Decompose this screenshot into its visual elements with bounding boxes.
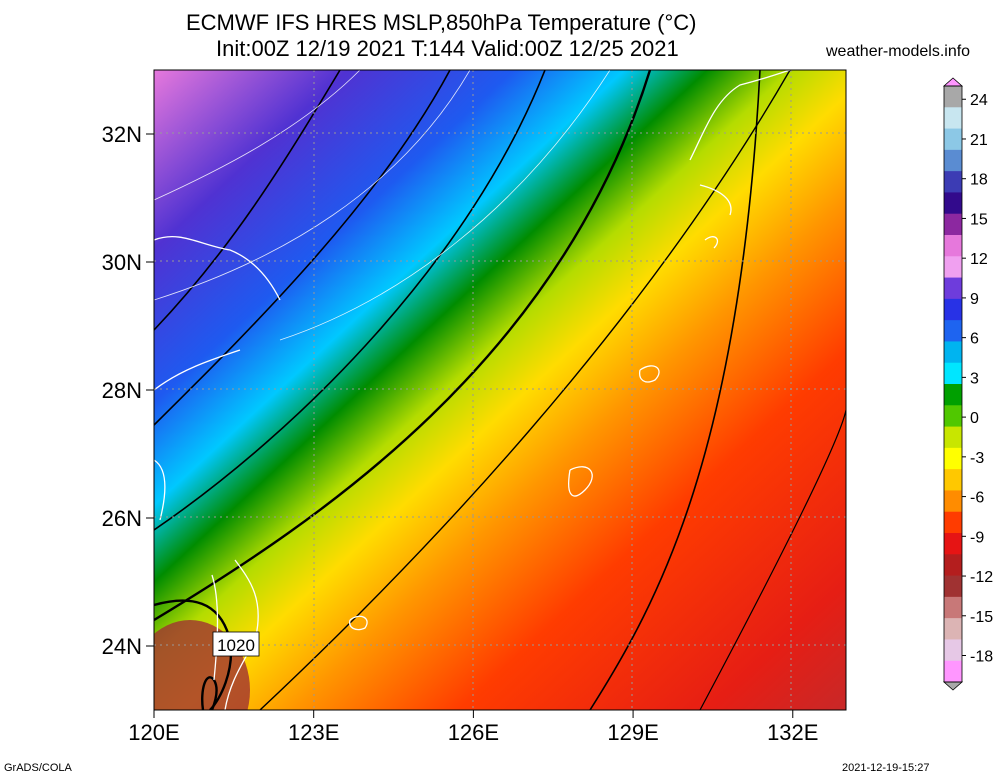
colorbar-label: 12 [970, 251, 988, 268]
colorbar-label: -12 [970, 569, 993, 586]
colorbar-segment [944, 298, 962, 321]
colorbar-label: 0 [970, 410, 979, 427]
isobar [589, 70, 761, 710]
colorbar-top-arrow [942, 77, 964, 87]
kyushu-coast [699, 184, 732, 216]
colorbar-label: -3 [970, 450, 984, 467]
colorbar-label: -9 [970, 529, 984, 546]
colorbar-segment [944, 575, 962, 598]
island-outline [639, 365, 660, 383]
colorbar-label: -15 [970, 609, 993, 626]
island-outline [349, 615, 368, 631]
colorbar-label: -6 [970, 490, 984, 507]
footer-credit: GrADS/COLA [4, 762, 72, 774]
x-tick-label: 126E [448, 720, 499, 745]
isobar [699, 409, 846, 710]
colorbar-segment [944, 149, 962, 172]
colorbar-bottom-arrow [942, 681, 964, 691]
colorbar-segment [944, 341, 962, 364]
colorbar-segment [944, 171, 962, 193]
colorbar-segment [944, 447, 962, 470]
colorbar-segment [944, 426, 962, 449]
site-credit: weather-models.info [826, 43, 971, 60]
y-tick-label: 28N [102, 378, 142, 403]
colorbar-segment [944, 618, 962, 640]
isobar-label: 1020 [217, 636, 255, 655]
colorbar-segment [944, 362, 962, 385]
colorbar-label: 9 [970, 291, 979, 308]
y-tick-label: 24N [102, 634, 142, 659]
island-outline [704, 236, 719, 249]
colorbar-segment [944, 384, 962, 406]
isobars [154, 70, 846, 710]
isobar [154, 70, 341, 331]
colorbar-segment [944, 320, 962, 342]
x-axis: 120E 123E 126E 129E 132E [128, 710, 818, 745]
chart-subtitle: Init:00Z 12/19 2021 T:144 Valid:00Z 12/2… [216, 36, 679, 61]
island-outline [568, 466, 593, 497]
isobar-label-box [212, 631, 260, 657]
colorbar-label: -18 [970, 649, 993, 666]
colorbar-segment [944, 107, 962, 130]
colorbar-label: 21 [970, 132, 988, 149]
y-tick-label: 30N [102, 250, 142, 275]
footer-timestamp: 2021-12-19-15:27 [842, 762, 930, 774]
temperature-field [154, 70, 846, 710]
x-tick-label: 132E [767, 720, 818, 745]
gridlines [154, 70, 846, 710]
y-tick-label: 26N [102, 506, 142, 531]
china-coast [154, 459, 166, 521]
colorbar-segment [944, 277, 962, 300]
isobar [154, 70, 546, 531]
colorbar-segment [944, 256, 962, 279]
colorbar-label: 24 [970, 92, 988, 109]
colorbar-segment [944, 596, 962, 619]
x-tick-label: 120E [128, 720, 179, 745]
colorbar-label: 18 [970, 172, 988, 189]
x-tick-label: 129E [607, 720, 658, 745]
colorbar-segment [944, 490, 962, 513]
colorbar: 24 21 18 15 12 9 6 3 0 -3 -6 -9 -12 -15 -18 [942, 77, 993, 691]
colorbar-segment [944, 554, 962, 577]
x-tick-label: 123E [288, 720, 339, 745]
chart-title: ECMWF IFS HRES MSLP,850hPa Temperature (… [186, 10, 697, 35]
colorbar-segment [944, 533, 962, 555]
kyushu-coast [689, 70, 791, 161]
taiwan-coast [211, 574, 219, 681]
isobar [259, 70, 791, 710]
colorbar-label: 3 [970, 370, 979, 387]
y-axis: 24N 26N 28N 30N 32N [102, 122, 154, 659]
colorbar-segment [944, 86, 962, 108]
colorbar-segment [944, 128, 962, 151]
colorbar-segment [944, 405, 962, 428]
colorbar-segment [944, 639, 962, 662]
colorbar-segment [944, 511, 962, 534]
colorbar-label: 6 [970, 331, 979, 348]
plot-area [154, 70, 846, 710]
colorbar-segment [944, 660, 962, 683]
isobar [154, 70, 652, 622]
colorbar-frame [943, 85, 963, 683]
china-coast [154, 236, 281, 301]
colorbar-label: 15 [970, 211, 988, 228]
y-tick-label: 32N [102, 122, 142, 147]
colorbar-segment [944, 213, 962, 236]
colorbar-segment [944, 192, 962, 215]
china-coast [154, 349, 241, 391]
isobar [154, 70, 451, 426]
temp-contours [154, 70, 611, 341]
colorbar-segment [944, 235, 962, 257]
colorbar-segment [944, 469, 962, 491]
